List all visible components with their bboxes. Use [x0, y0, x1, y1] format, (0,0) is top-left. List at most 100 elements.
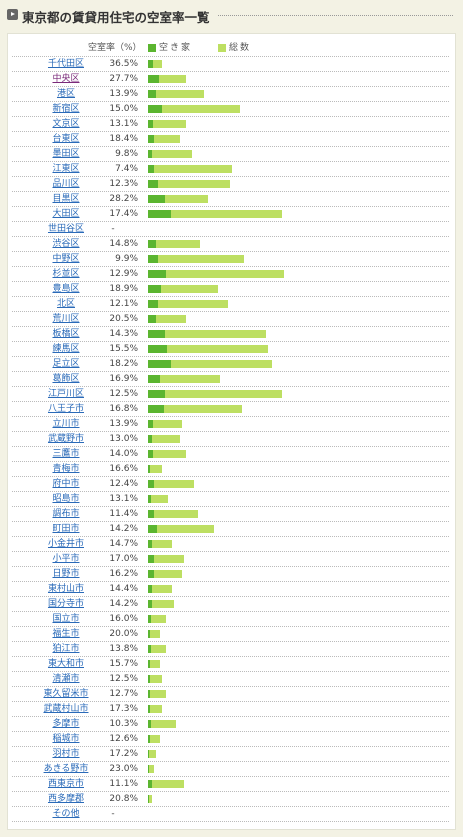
total-bar [148, 210, 282, 218]
vacant-bar [148, 495, 151, 503]
vacancy-rate: 17.2% [109, 749, 138, 759]
title-icon [7, 9, 18, 20]
row-separator [12, 191, 449, 192]
row-separator [12, 746, 449, 747]
row-separator [12, 446, 449, 447]
area-link[interactable]: 荒川区 [52, 314, 80, 324]
area-link[interactable]: 江戸川区 [47, 389, 84, 399]
total-bar [148, 540, 172, 548]
area-link[interactable]: 調布市 [52, 509, 80, 519]
vacancy-rate: 13.0% [109, 434, 138, 444]
vacancy-rate: 20.0% [109, 629, 138, 639]
vacant-bar [148, 615, 151, 623]
area-link[interactable]: 大田区 [52, 209, 80, 219]
area-link[interactable]: 小金井市 [47, 539, 84, 549]
area-link[interactable]: 狛江市 [52, 644, 80, 654]
area-link[interactable]: 品川区 [52, 179, 80, 189]
total-bar [148, 525, 214, 533]
area-link[interactable]: 府中市 [52, 479, 80, 489]
vacancy-rate: 17.4% [109, 209, 138, 219]
area-link[interactable]: 渋谷区 [52, 239, 80, 249]
vacancy-rate: 18.9% [109, 284, 138, 294]
area-link[interactable]: 港区 [56, 89, 75, 99]
area-link[interactable]: 中野区 [52, 254, 80, 264]
total-bar [148, 735, 160, 743]
area-link[interactable]: 目黒区 [52, 194, 80, 204]
vacancy-rate: 12.6% [109, 734, 138, 744]
row-separator [12, 716, 449, 717]
vacant-bar [148, 465, 151, 473]
vacant-bar [148, 450, 154, 458]
row-separator [12, 281, 449, 282]
area-link[interactable]: 八王子市 [47, 404, 84, 414]
area-link[interactable]: 昭島市 [52, 494, 80, 504]
total-bar [148, 660, 160, 668]
area-link[interactable]: 世田谷区 [47, 224, 84, 234]
area-link[interactable]: 葛飾区 [52, 374, 80, 384]
area-link[interactable]: あきる野市 [43, 764, 89, 774]
area-link[interactable]: 西多摩郡 [47, 794, 84, 804]
total-bar [148, 180, 230, 188]
area-link[interactable]: 練馬区 [52, 344, 80, 354]
row-separator [12, 401, 449, 402]
vacant-bar [148, 705, 151, 713]
vacancy-rate: 12.9% [109, 269, 138, 279]
row-separator [12, 656, 449, 657]
row-separator [12, 266, 449, 267]
area-link[interactable]: 江東区 [52, 164, 80, 174]
area-link[interactable]: 新宿区 [52, 104, 80, 114]
row-separator [12, 491, 449, 492]
vacancy-rate: 16.6% [109, 464, 138, 474]
area-link[interactable]: 墨田区 [52, 149, 80, 159]
area-link[interactable]: 福生市 [52, 629, 80, 639]
area-link[interactable]: 多摩市 [52, 719, 80, 729]
area-link[interactable]: 東久留米市 [43, 689, 89, 699]
area-link[interactable]: 三鷹市 [52, 449, 80, 459]
row-separator [12, 221, 449, 222]
area-link[interactable]: 文京区 [52, 119, 80, 129]
row-separator [12, 581, 449, 582]
area-link[interactable]: 立川市 [52, 419, 80, 429]
total-bar [148, 615, 166, 623]
vacant-bar [148, 330, 165, 338]
area-link[interactable]: 町田市 [52, 524, 80, 534]
area-link[interactable]: 足立区 [52, 359, 80, 369]
vacant-bar [148, 570, 154, 578]
area-link[interactable]: 東村山市 [47, 584, 84, 594]
area-link[interactable]: 小平市 [52, 554, 80, 564]
vacant-bar [148, 240, 156, 248]
total-bar [148, 765, 154, 773]
area-link[interactable]: 台東区 [52, 134, 80, 144]
area-link[interactable]: その他 [52, 809, 80, 819]
row-separator [12, 311, 449, 312]
area-link[interactable]: 北区 [56, 299, 75, 309]
area-link[interactable]: 西東京市 [47, 779, 84, 789]
area-link[interactable]: 稲城市 [52, 734, 80, 744]
legend-swatch [218, 44, 226, 52]
area-link[interactable]: 武蔵野市 [47, 434, 84, 444]
area-link[interactable]: 東大和市 [47, 659, 84, 669]
area-link[interactable]: 中央区 [52, 74, 80, 84]
total-bar [148, 90, 204, 98]
area-link[interactable]: 武蔵村山市 [43, 704, 89, 714]
area-link[interactable]: 国立市 [52, 614, 80, 624]
vacancy-rate: 12.4% [109, 479, 138, 489]
area-link[interactable]: 板橋区 [52, 329, 80, 339]
vacant-bar [148, 420, 153, 428]
row-separator [12, 776, 449, 777]
row-separator [12, 161, 449, 162]
area-link[interactable]: 日野市 [52, 569, 80, 579]
vacant-bar [148, 405, 164, 413]
row-separator [12, 416, 449, 417]
area-link[interactable]: 豊島区 [52, 284, 80, 294]
vacancy-rate: 14.4% [109, 584, 138, 594]
area-link[interactable]: 清瀬市 [52, 674, 80, 684]
area-link[interactable]: 国分寺市 [47, 599, 84, 609]
area-link[interactable]: 千代田区 [47, 59, 84, 69]
vacant-bar [148, 510, 154, 518]
total-bar [148, 285, 218, 293]
area-link[interactable]: 青梅市 [52, 464, 80, 474]
area-link[interactable]: 羽村市 [52, 749, 80, 759]
area-link[interactable]: 杉並区 [52, 269, 80, 279]
